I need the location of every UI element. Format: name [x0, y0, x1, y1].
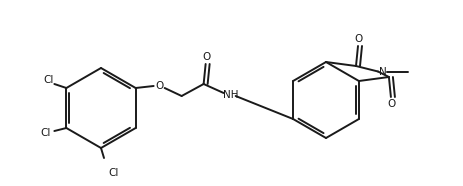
Text: O: O: [202, 52, 210, 62]
Text: Cl: Cl: [40, 128, 50, 138]
Text: O: O: [354, 34, 363, 44]
Text: Cl: Cl: [43, 75, 53, 85]
Text: NH: NH: [222, 90, 238, 100]
Text: Cl: Cl: [109, 168, 119, 178]
Text: O: O: [155, 81, 163, 91]
Text: O: O: [387, 99, 395, 109]
Text: N: N: [378, 67, 386, 76]
